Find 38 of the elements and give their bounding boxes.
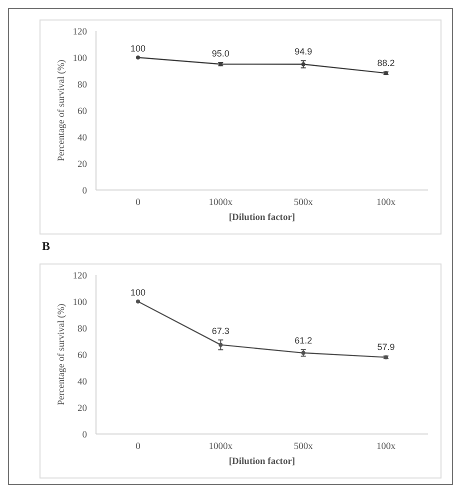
data-label: 94.9 <box>294 46 312 57</box>
x-tick-label: 1000x <box>208 442 233 452</box>
x-tick-label: 1000x <box>208 198 233 208</box>
data-label: 67.3 <box>212 326 230 336</box>
x-tick-label: 100x <box>376 198 396 208</box>
x-tick-label: 0 <box>136 198 141 208</box>
y-tick-label: 40 <box>78 377 88 388</box>
y-tick-label: 40 <box>78 133 88 144</box>
y-tick-label: 0 <box>82 430 88 440</box>
y-tick-label: 120 <box>72 27 88 38</box>
y-tick-label: 100 <box>72 54 88 64</box>
y-tick-label: 120 <box>72 271 88 282</box>
y-axis-title: Percentage of survival (%) <box>57 304 67 406</box>
data-label: 88.2 <box>377 58 395 68</box>
y-tick-label: 20 <box>78 404 88 414</box>
x-tick-label: 100x <box>376 442 396 452</box>
x-tick-label: 0 <box>136 442 141 452</box>
data-label: 95.0 <box>212 48 230 59</box>
chart-title: B <box>42 239 50 253</box>
y-tick-label: 60 <box>78 350 88 361</box>
data-label: 100 <box>130 44 146 54</box>
data-label: 100 <box>130 288 146 298</box>
y-tick-label: 0 <box>82 186 88 196</box>
x-tick-label: 500x <box>294 198 314 208</box>
x-axis-title: [Dilution factor] <box>228 457 296 467</box>
point <box>218 342 223 347</box>
y-tick-label: 20 <box>78 160 88 170</box>
y-tick-label: 80 <box>78 324 88 334</box>
point <box>136 300 140 304</box>
y-tick-label: 100 <box>72 298 88 308</box>
data-label: 57.9 <box>377 342 395 352</box>
data-label: 61.2 <box>294 336 312 346</box>
x-tick-label: 500x <box>294 442 314 452</box>
point <box>136 56 140 60</box>
y-axis-title: Percentage of survival (%) <box>57 60 67 162</box>
y-tick-label: 60 <box>78 106 88 117</box>
x-axis-title: [Dilution factor] <box>228 213 296 223</box>
y-tick-label: 80 <box>78 80 88 90</box>
